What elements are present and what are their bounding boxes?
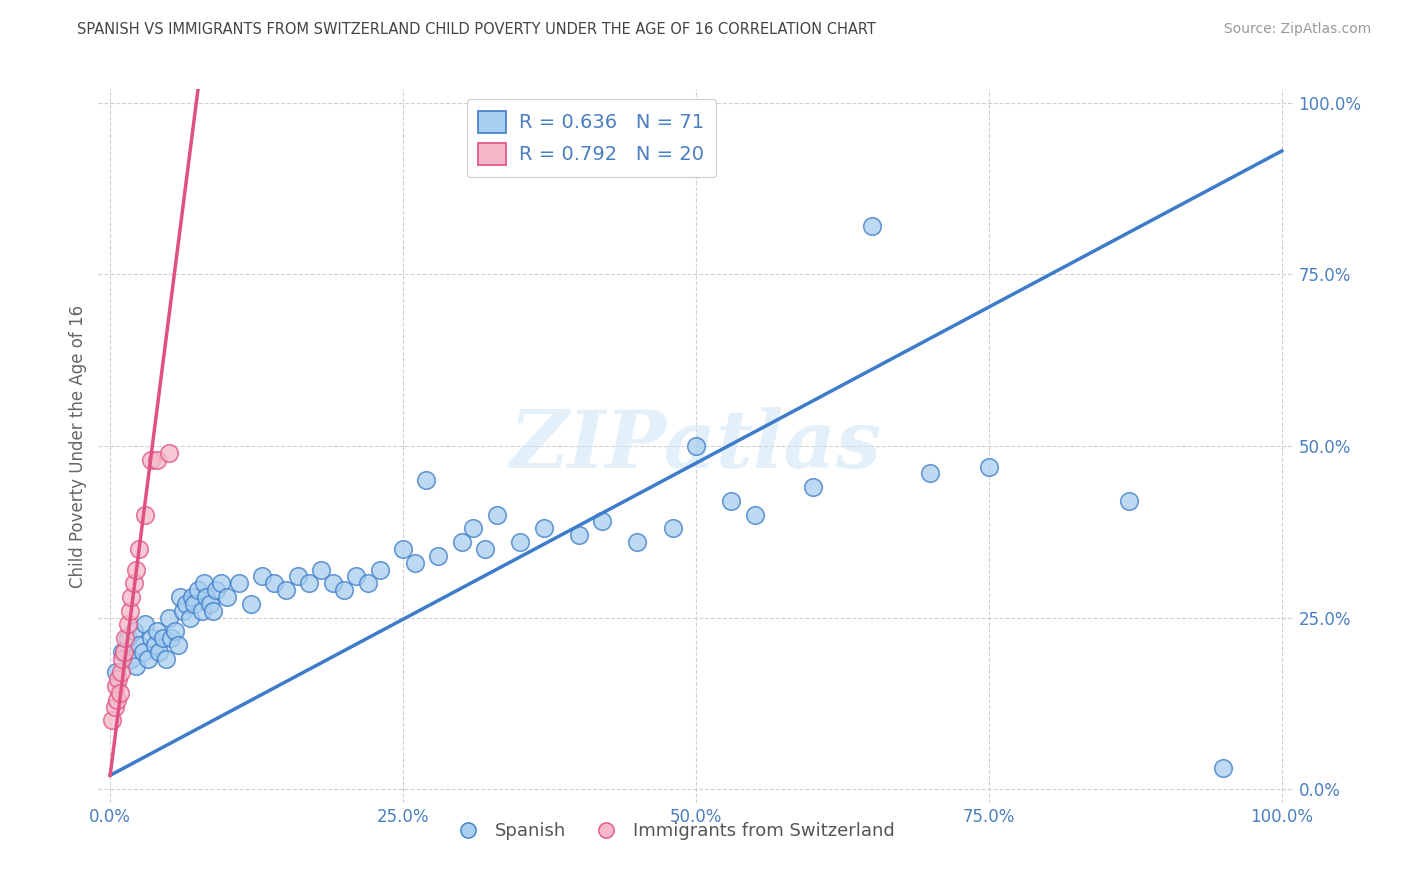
Point xyxy=(132,645,155,659)
Point xyxy=(183,597,205,611)
Point xyxy=(125,658,148,673)
Point xyxy=(195,590,218,604)
Text: SPANISH VS IMMIGRANTS FROM SWITZERLAND CHILD POVERTY UNDER THE AGE OF 16 CORRELA: SPANISH VS IMMIGRANTS FROM SWITZERLAND C… xyxy=(77,22,876,37)
Point xyxy=(344,569,367,583)
Point xyxy=(136,651,159,665)
Point xyxy=(141,452,163,467)
Point xyxy=(122,624,145,639)
Point xyxy=(105,679,128,693)
Point xyxy=(105,693,128,707)
Point xyxy=(591,515,613,529)
Point xyxy=(172,604,194,618)
Point xyxy=(920,467,942,481)
Point xyxy=(263,576,285,591)
Point xyxy=(174,597,197,611)
Point xyxy=(114,631,136,645)
Point xyxy=(146,452,169,467)
Point xyxy=(1212,762,1234,776)
Point xyxy=(148,645,170,659)
Point xyxy=(157,446,180,460)
Point xyxy=(274,583,297,598)
Point xyxy=(309,562,332,576)
Point xyxy=(128,541,150,556)
Point xyxy=(125,562,148,576)
Point xyxy=(720,494,742,508)
Point xyxy=(287,569,309,583)
Point xyxy=(202,604,225,618)
Point xyxy=(977,459,1000,474)
Point xyxy=(187,583,209,598)
Point xyxy=(404,556,426,570)
Point xyxy=(252,569,274,583)
Point xyxy=(239,597,262,611)
Point xyxy=(626,535,648,549)
Point xyxy=(193,576,215,591)
Point xyxy=(155,651,177,665)
Point xyxy=(120,604,141,618)
Point xyxy=(122,576,145,591)
Legend: Spanish, Immigrants from Switzerland: Spanish, Immigrants from Switzerland xyxy=(443,815,901,847)
Point xyxy=(204,583,226,598)
Point xyxy=(474,541,496,556)
Point xyxy=(509,535,531,549)
Point xyxy=(111,651,134,665)
Point xyxy=(117,631,139,645)
Point xyxy=(860,219,883,234)
Point xyxy=(146,624,169,639)
Point xyxy=(160,631,183,645)
Point xyxy=(228,576,250,591)
Point xyxy=(333,583,356,598)
Point xyxy=(450,535,472,549)
Point xyxy=(392,541,415,556)
Point xyxy=(107,673,129,687)
Point xyxy=(134,508,156,522)
Point xyxy=(685,439,707,453)
Point xyxy=(167,638,190,652)
Point xyxy=(104,699,127,714)
Point xyxy=(179,610,201,624)
Point xyxy=(661,521,683,535)
Point xyxy=(134,617,156,632)
Point xyxy=(198,597,221,611)
Point xyxy=(112,645,135,659)
Text: Source: ZipAtlas.com: Source: ZipAtlas.com xyxy=(1223,22,1371,37)
Point xyxy=(322,576,344,591)
Point xyxy=(141,631,163,645)
Point xyxy=(568,528,591,542)
Text: ZIPatlas: ZIPatlas xyxy=(510,408,882,484)
Point xyxy=(111,645,134,659)
Point xyxy=(163,624,186,639)
Point xyxy=(120,590,142,604)
Point xyxy=(463,521,485,535)
Point xyxy=(101,714,124,728)
Point xyxy=(120,651,142,665)
Point xyxy=(485,508,508,522)
Point xyxy=(427,549,450,563)
Point xyxy=(110,665,132,680)
Point xyxy=(415,473,437,487)
Point xyxy=(128,638,150,652)
Point xyxy=(298,576,321,591)
Point xyxy=(117,617,139,632)
Y-axis label: Child Poverty Under the Age of 16: Child Poverty Under the Age of 16 xyxy=(69,304,87,588)
Point xyxy=(108,686,131,700)
Point xyxy=(157,610,180,624)
Point xyxy=(744,508,766,522)
Point xyxy=(357,576,380,591)
Point xyxy=(152,631,174,645)
Point xyxy=(190,604,212,618)
Point xyxy=(181,590,204,604)
Point xyxy=(217,590,239,604)
Point xyxy=(211,576,233,591)
Point xyxy=(143,638,166,652)
Point xyxy=(533,521,555,535)
Point xyxy=(368,562,391,576)
Point xyxy=(105,665,128,680)
Point xyxy=(801,480,824,494)
Point xyxy=(169,590,191,604)
Point xyxy=(1118,494,1140,508)
